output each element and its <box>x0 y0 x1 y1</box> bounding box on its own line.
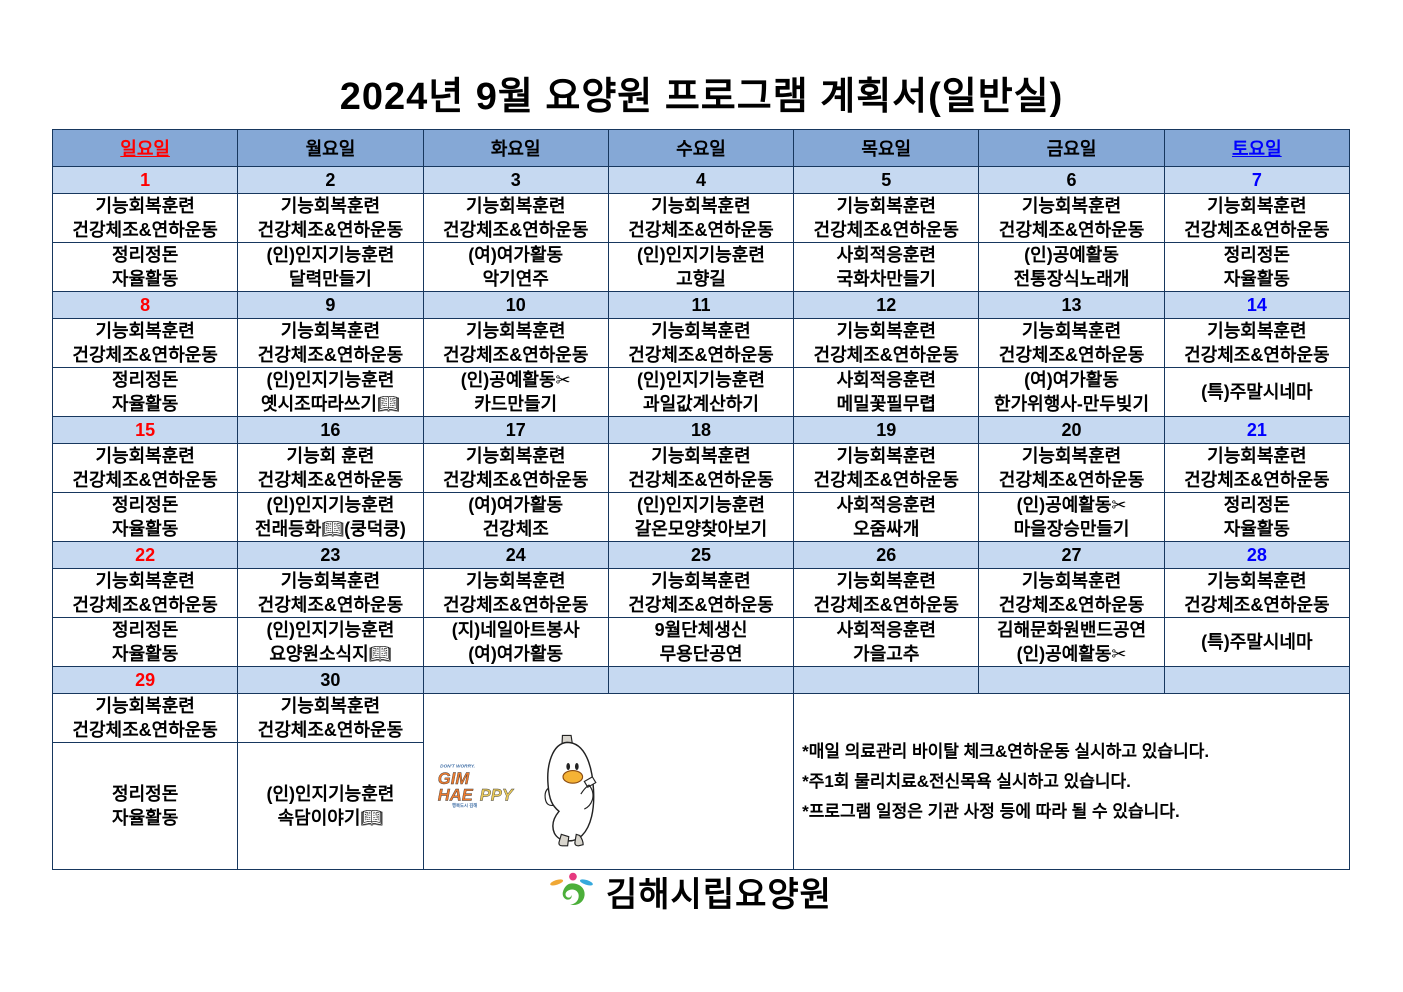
svg-text:GIM: GIM <box>437 769 470 788</box>
svg-text:DON'T WORRY.: DON'T WORRY. <box>440 763 475 769</box>
svg-text:행복도시 김해: 행복도시 김해 <box>452 802 477 809</box>
svg-text:HAE: HAE <box>437 786 473 805</box>
svg-text:PPY: PPY <box>479 786 514 805</box>
